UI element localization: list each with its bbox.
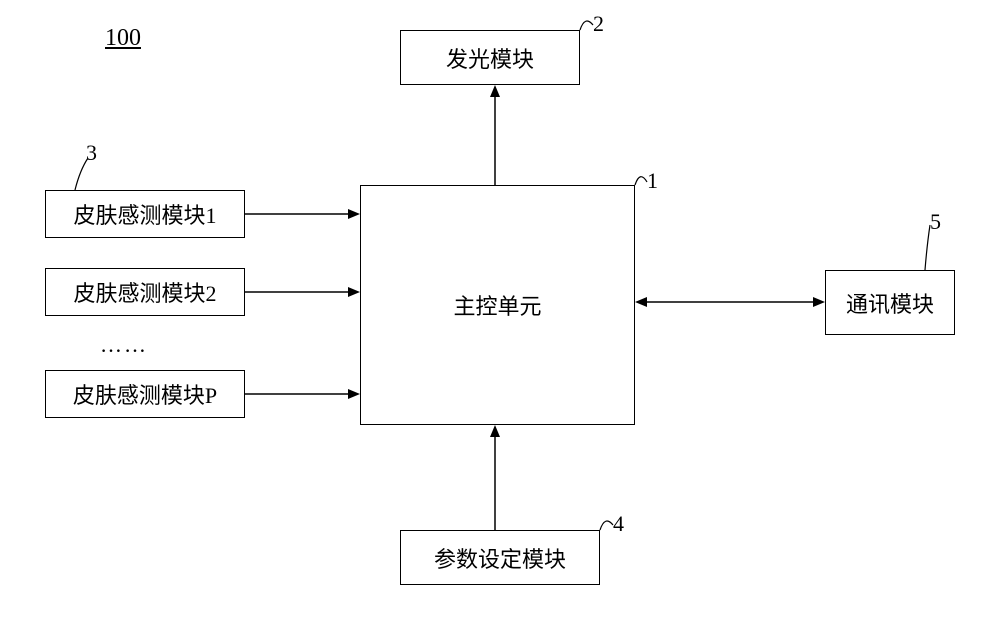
node-comm-label: 通讯模块	[846, 287, 934, 319]
ellipsis: ……	[100, 332, 148, 358]
node-skin2-label: 皮肤感测模块2	[73, 276, 216, 308]
node-skin-sensor-2: 皮肤感测模块2	[45, 268, 245, 316]
node-skin1-label: 皮肤感测模块1	[73, 198, 216, 230]
ref-5: 5	[930, 209, 941, 235]
ref-4: 4	[613, 511, 624, 537]
node-skin-sensor-1: 皮肤感测模块1	[45, 190, 245, 238]
node-skinP-label: 皮肤感测模块P	[73, 378, 217, 410]
node-skin-sensor-p: 皮肤感测模块P	[45, 370, 245, 418]
node-light-module: 发光模块	[400, 30, 580, 85]
node-light-label: 发光模块	[446, 42, 534, 74]
node-parameter-setting-module: 参数设定模块	[400, 530, 600, 585]
ref-2: 2	[593, 11, 604, 37]
node-main-label: 主控单元	[453, 289, 541, 321]
ref-3: 3	[86, 140, 97, 166]
figure-number: 100	[105, 25, 141, 52]
node-param-label: 参数设定模块	[434, 542, 566, 574]
node-main-control-unit: 主控单元	[360, 185, 635, 425]
ref-1: 1	[647, 168, 658, 194]
node-communication-module: 通讯模块	[825, 270, 955, 335]
